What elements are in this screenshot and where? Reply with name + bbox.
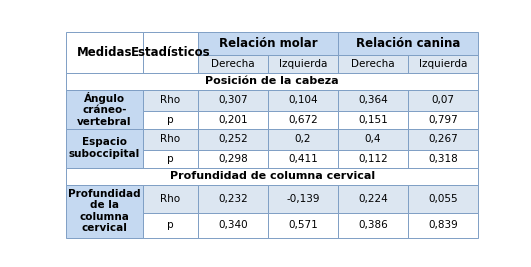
Text: 0,386: 0,386 xyxy=(358,220,388,230)
Bar xyxy=(408,129,478,150)
Text: 0,151: 0,151 xyxy=(358,115,388,125)
Text: -0,139: -0,139 xyxy=(286,194,320,204)
Bar xyxy=(198,55,268,73)
Text: 0,797: 0,797 xyxy=(428,115,458,125)
Bar xyxy=(268,213,338,238)
Text: Relación canina: Relación canina xyxy=(356,37,460,50)
Text: 0,2: 0,2 xyxy=(295,135,311,144)
Bar xyxy=(268,129,338,150)
Text: 0,672: 0,672 xyxy=(288,115,318,125)
Text: 0,364: 0,364 xyxy=(358,95,388,105)
Bar xyxy=(338,150,408,168)
Bar xyxy=(142,32,198,73)
Bar xyxy=(268,184,338,213)
Text: Posición de la cabeza: Posición de la cabeza xyxy=(205,76,339,86)
Text: p: p xyxy=(167,115,174,125)
Bar xyxy=(198,150,268,168)
Bar xyxy=(142,184,198,213)
Bar xyxy=(198,129,268,150)
Text: 0,104: 0,104 xyxy=(288,95,318,105)
Bar xyxy=(66,89,142,129)
Text: 0,4: 0,4 xyxy=(365,135,381,144)
Bar xyxy=(198,213,268,238)
Bar xyxy=(338,129,408,150)
Text: Profundidad de columna cervical: Profundidad de columna cervical xyxy=(169,171,375,181)
Bar xyxy=(142,150,198,168)
Bar xyxy=(198,89,268,111)
Text: 0,252: 0,252 xyxy=(218,135,248,144)
Bar xyxy=(268,150,338,168)
Text: 0,07: 0,07 xyxy=(431,95,455,105)
Bar xyxy=(198,32,338,55)
Text: 0,839: 0,839 xyxy=(428,220,458,230)
Text: 0,055: 0,055 xyxy=(428,194,458,204)
Bar xyxy=(66,73,478,89)
Bar xyxy=(408,55,478,73)
Bar xyxy=(338,184,408,213)
Text: 0,267: 0,267 xyxy=(428,135,458,144)
Bar xyxy=(66,168,478,184)
Text: 0,318: 0,318 xyxy=(428,154,458,164)
Bar xyxy=(338,213,408,238)
Bar xyxy=(338,89,408,111)
Text: Profundidad
de la
columna
cervical: Profundidad de la columna cervical xyxy=(68,189,141,233)
Bar xyxy=(198,184,268,213)
Bar xyxy=(142,111,198,129)
Bar xyxy=(268,111,338,129)
Text: Medidas: Medidas xyxy=(76,46,132,59)
Bar xyxy=(408,150,478,168)
Text: Rho: Rho xyxy=(160,95,181,105)
Text: 0,340: 0,340 xyxy=(218,220,248,230)
Text: 0,112: 0,112 xyxy=(358,154,388,164)
Bar xyxy=(268,89,338,111)
Text: 0,224: 0,224 xyxy=(358,194,388,204)
Bar xyxy=(198,111,268,129)
Text: Rho: Rho xyxy=(160,135,181,144)
Text: Derecha: Derecha xyxy=(351,59,395,69)
Bar xyxy=(142,129,198,150)
Bar xyxy=(408,184,478,213)
Bar xyxy=(66,32,142,73)
Text: Ángulo
cráneo-
vertebral: Ángulo cráneo- vertebral xyxy=(77,92,132,127)
Text: 0,232: 0,232 xyxy=(218,194,248,204)
Bar xyxy=(142,89,198,111)
Bar xyxy=(268,55,338,73)
Text: 0,571: 0,571 xyxy=(288,220,318,230)
Bar xyxy=(338,32,478,55)
Bar xyxy=(338,111,408,129)
Text: Estadísticos: Estadísticos xyxy=(131,46,210,59)
Text: p: p xyxy=(167,220,174,230)
Text: Rho: Rho xyxy=(160,194,181,204)
Bar xyxy=(66,129,142,168)
Text: Izquierda: Izquierda xyxy=(279,59,327,69)
Text: 0,411: 0,411 xyxy=(288,154,318,164)
Text: 0,307: 0,307 xyxy=(218,95,248,105)
Bar xyxy=(338,55,408,73)
Bar xyxy=(408,89,478,111)
Bar xyxy=(142,213,198,238)
Bar xyxy=(408,213,478,238)
Bar xyxy=(66,184,142,238)
Text: 0,298: 0,298 xyxy=(218,154,248,164)
Bar xyxy=(408,111,478,129)
Text: 0,201: 0,201 xyxy=(218,115,248,125)
Text: Relación molar: Relación molar xyxy=(219,37,318,50)
Text: Izquierda: Izquierda xyxy=(419,59,467,69)
Text: Derecha: Derecha xyxy=(211,59,255,69)
Text: p: p xyxy=(167,154,174,164)
Text: Espacio
suboccipital: Espacio suboccipital xyxy=(69,138,140,159)
